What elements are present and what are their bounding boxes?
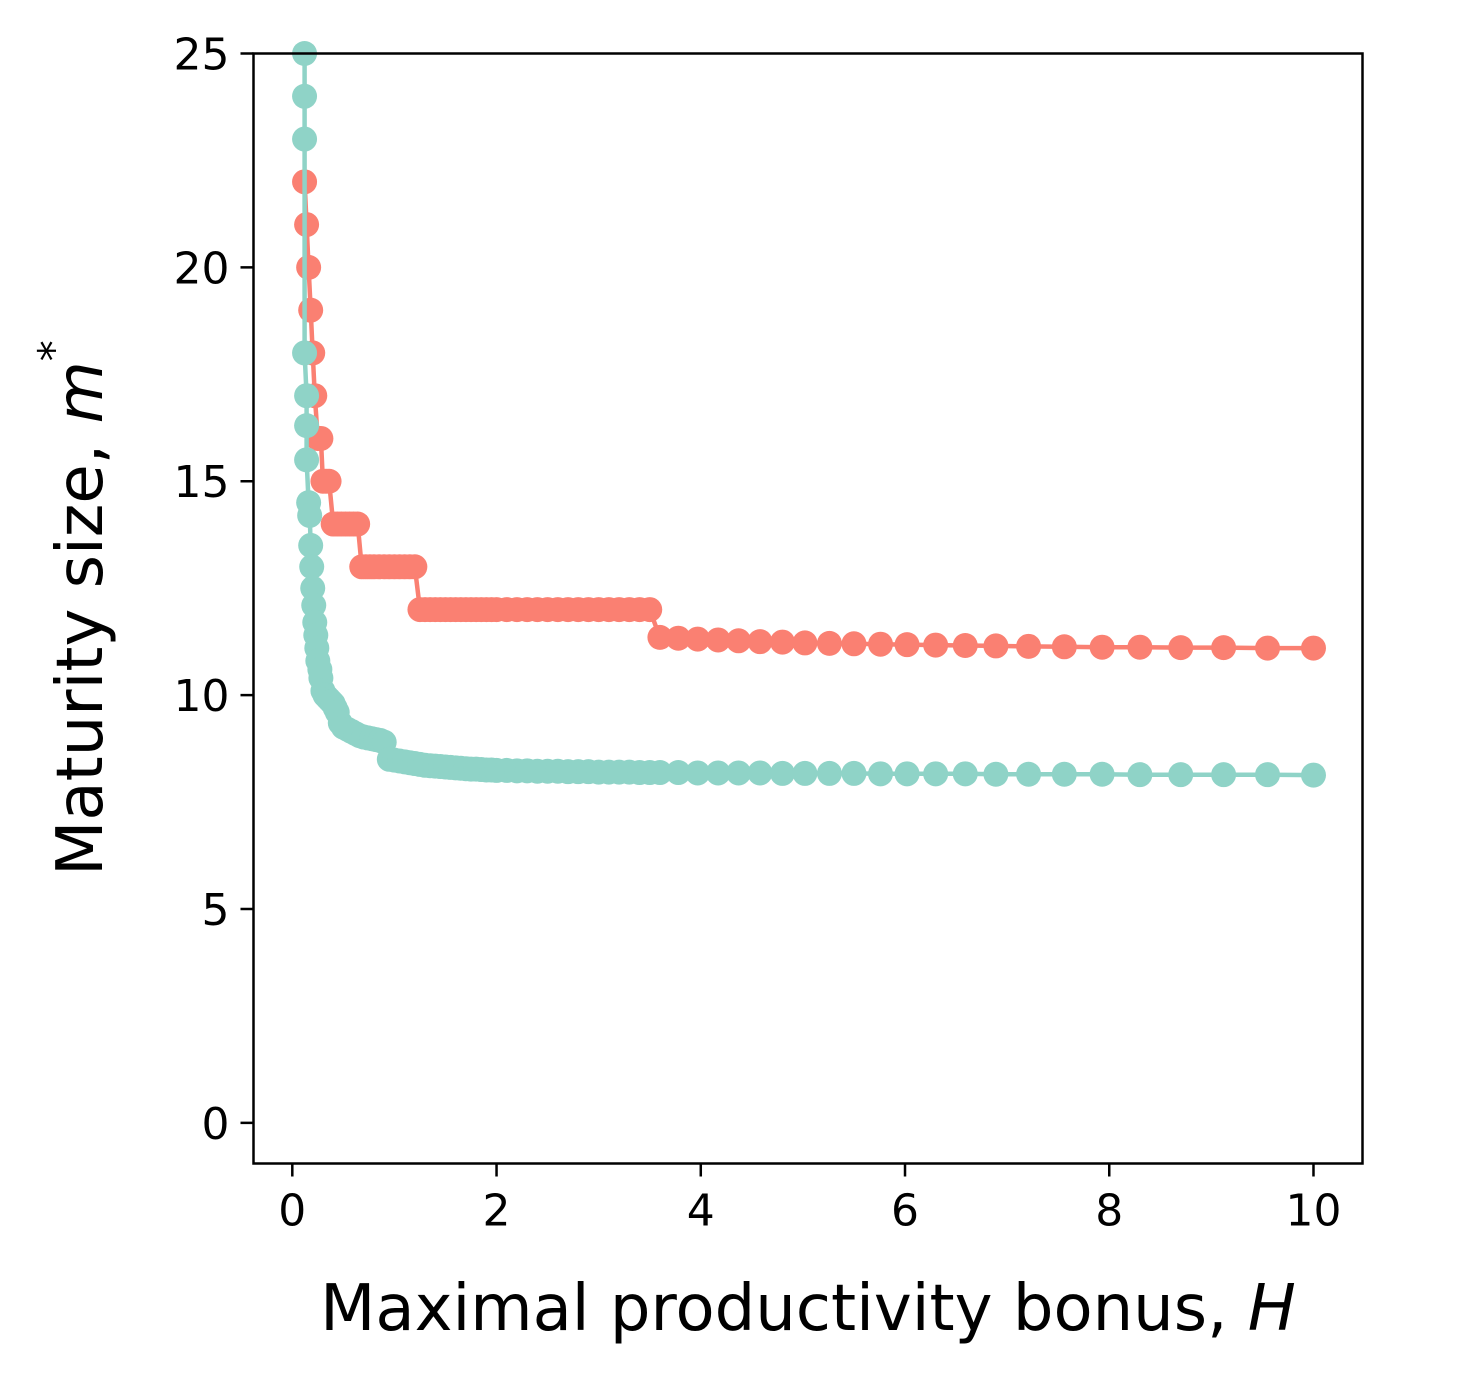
data-point — [923, 632, 949, 658]
data-point — [1211, 635, 1237, 661]
data-point — [1168, 762, 1194, 788]
y-tick-label: 0 — [202, 1099, 230, 1150]
data-point — [292, 126, 318, 152]
data-point — [296, 254, 322, 280]
data-point — [294, 447, 320, 473]
x-tick-label: 10 — [1285, 1186, 1341, 1237]
data-point — [923, 761, 949, 787]
x-axis-label-text: Maximal productivity bonus, — [320, 1272, 1248, 1346]
data-point — [1127, 634, 1153, 660]
x-tick-label: 6 — [891, 1186, 919, 1237]
series-line — [302, 181, 1314, 651]
x-axis-label-variable: H — [1248, 1272, 1296, 1346]
data-point — [952, 633, 978, 658]
series-0 — [292, 169, 1326, 661]
data-point — [402, 554, 428, 580]
data-point — [292, 340, 318, 366]
data-point — [894, 632, 920, 658]
y-tick-label: 5 — [202, 885, 230, 936]
data-point — [769, 760, 795, 786]
data-point — [665, 760, 691, 786]
data-point — [1051, 761, 1077, 787]
data-point — [345, 511, 371, 537]
data-point — [816, 630, 842, 656]
data-point — [1051, 634, 1077, 660]
y-tick-label: 15 — [174, 457, 230, 508]
data-point — [705, 627, 731, 653]
data-point — [952, 761, 978, 787]
data-point — [665, 625, 691, 651]
data-point — [894, 761, 920, 787]
y-tick-label: 10 — [174, 671, 230, 722]
data-point — [1089, 634, 1115, 660]
data-point — [292, 83, 318, 109]
data-point — [1211, 762, 1237, 788]
data-point — [747, 629, 773, 655]
data-point — [685, 626, 711, 652]
data-point — [1300, 762, 1326, 788]
data-point — [647, 624, 673, 650]
data-point — [294, 383, 320, 409]
data-point — [299, 554, 325, 580]
data-point — [298, 297, 324, 323]
x-tick-label: 2 — [483, 1186, 511, 1237]
data-point — [1127, 762, 1153, 788]
data-point — [868, 631, 894, 657]
data-point — [1168, 635, 1194, 661]
data-point — [726, 760, 752, 786]
y-tick-label: 25 — [174, 30, 230, 81]
data-point — [792, 760, 818, 786]
data-point — [816, 760, 842, 786]
y-axis-label-text: Maturity size, — [44, 424, 118, 876]
data-point — [747, 760, 773, 786]
data-point — [294, 413, 320, 439]
data-point — [792, 630, 818, 656]
x-tick-label: 4 — [687, 1186, 715, 1237]
data-point — [983, 761, 1009, 787]
y-axis-label-superscript: * — [29, 340, 78, 361]
data-point — [1300, 635, 1326, 661]
series-1 — [292, 41, 1326, 788]
data-point — [647, 760, 673, 786]
data-point — [1016, 761, 1042, 787]
data-point — [1089, 761, 1115, 787]
data-point — [705, 760, 731, 786]
data-point — [637, 597, 663, 623]
data-point — [769, 629, 795, 655]
data-point — [685, 760, 711, 786]
series-line — [302, 53, 1314, 778]
data-point — [841, 760, 867, 786]
x-axis-label: Maximal productivity bonus, H — [320, 1272, 1296, 1346]
data-point — [868, 761, 894, 787]
x-tick-label: 0 — [278, 1186, 306, 1237]
series-layer — [292, 41, 1326, 788]
data-point — [841, 631, 867, 657]
tick-layer: 0 2 4 6 8 10 0 5 10 15 20 25 — [174, 30, 1342, 1237]
data-point — [983, 633, 1009, 659]
data-point — [298, 532, 324, 558]
y-axis-label: Maturity size, m* — [29, 340, 118, 876]
data-point — [726, 628, 752, 654]
data-point — [1255, 762, 1281, 788]
plot-frame — [252, 52, 1364, 1165]
data-point — [316, 468, 342, 494]
data-point — [1016, 633, 1042, 659]
data-point — [297, 502, 323, 528]
data-point — [1255, 635, 1281, 661]
y-axis-label-variable: m — [44, 361, 118, 423]
x-tick-label: 8 — [1095, 1186, 1123, 1237]
y-tick-label: 20 — [174, 243, 230, 294]
